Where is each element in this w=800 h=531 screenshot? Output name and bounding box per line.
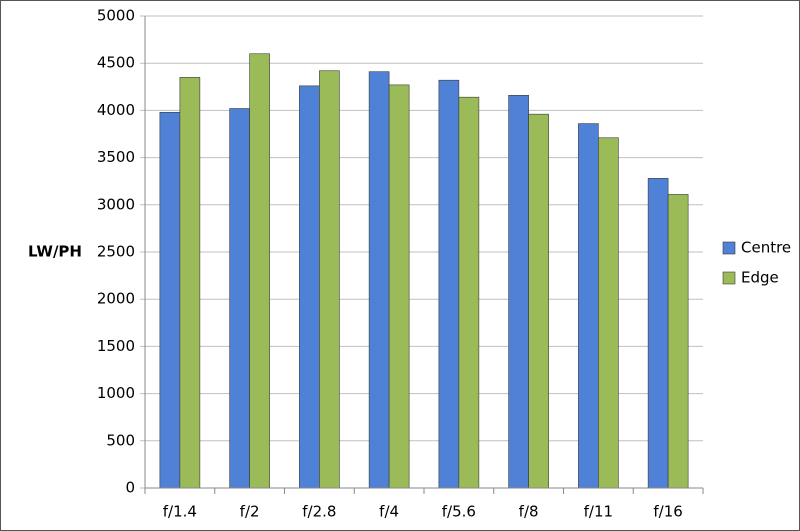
y-axis-label: LW/PH (28, 243, 82, 261)
bar (528, 113, 549, 489)
y-tick-label: 5000 (97, 7, 135, 25)
y-tick-label: 0 (125, 479, 135, 497)
x-tick-label: f/5.6 (442, 503, 476, 521)
bar (249, 53, 270, 489)
y-tick-label: 500 (106, 431, 135, 449)
y-tick-label: 1500 (97, 337, 135, 355)
y-tick-label: 2000 (97, 290, 135, 308)
x-tick-label: f/8 (519, 503, 539, 521)
y-tick-label: 3500 (97, 148, 135, 166)
bar (368, 71, 390, 489)
bar (229, 108, 250, 489)
bar (159, 111, 181, 489)
x-tick-label: f/2.8 (302, 503, 336, 521)
legend-swatch (722, 241, 736, 255)
x-tick-label: f/2 (240, 503, 260, 521)
legend-label: Centre (741, 239, 791, 257)
bar (319, 70, 340, 489)
bar (299, 85, 320, 489)
y-tick-label: 1000 (97, 384, 135, 402)
x-tick-label: f/4 (379, 503, 399, 521)
legend-label: Edge (741, 269, 779, 287)
bar (598, 137, 619, 489)
bar (438, 79, 460, 489)
y-tick-label: 3000 (97, 195, 135, 213)
x-tick-label: f/1.4 (163, 503, 197, 521)
x-tick-label: f/11 (584, 503, 613, 521)
y-tick-label: 2500 (97, 243, 135, 261)
bar (647, 178, 669, 489)
bar (578, 123, 599, 489)
bar (508, 94, 529, 489)
bar (667, 194, 689, 489)
x-tick-label: f/16 (653, 503, 682, 521)
y-tick-label: 4000 (97, 101, 135, 119)
y-tick-label: 4500 (97, 54, 135, 72)
legend-swatch (722, 271, 736, 285)
bar (179, 77, 201, 489)
bar (458, 96, 480, 489)
bar (388, 84, 410, 489)
